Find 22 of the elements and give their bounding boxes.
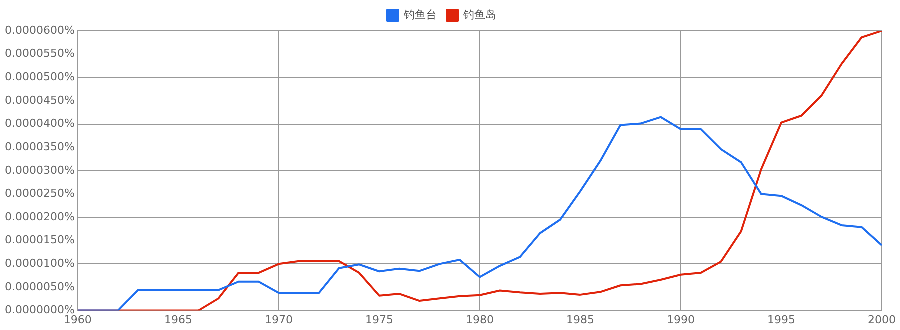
y-tick-label: 0.0000550%: [5, 47, 75, 60]
x-tick-label: 1995: [767, 313, 796, 326]
y-tick-label: 0.0000350%: [5, 140, 75, 154]
legend-label: 钓鱼台: [403, 8, 437, 22]
y-tick-label: 0.0000100%: [5, 257, 75, 270]
y-tick-label: 0.0000200%: [5, 210, 75, 224]
y-tick-label: 0.0000450%: [5, 94, 75, 107]
x-tick-label: 2000: [868, 313, 896, 326]
y-tick-label: 0.0000600%: [5, 24, 75, 37]
legend-label: 钓鱼岛: [462, 8, 496, 22]
y-tick-label: 0.0000150%: [5, 234, 75, 247]
y-tick-label: 0.0000400%: [5, 117, 75, 130]
x-tick-label: 1970: [264, 313, 293, 326]
x-tick-label: 1990: [666, 313, 695, 326]
x-tick-label: 1980: [466, 313, 494, 326]
y-tick-label: 0.0000300%: [5, 164, 75, 177]
y-tick-label: 0.0000250%: [5, 187, 75, 200]
y-tick-label: 0.0000050%: [5, 280, 75, 294]
x-tick-label: 1965: [164, 313, 192, 326]
x-tick-label: 1975: [365, 313, 394, 326]
y-tick-label: 0.0000500%: [5, 70, 75, 84]
x-tick-label: 1985: [566, 313, 594, 326]
